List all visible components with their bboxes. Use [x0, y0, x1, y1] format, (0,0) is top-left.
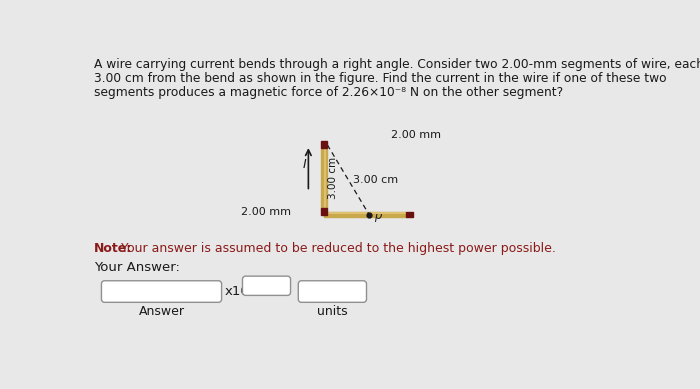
Text: units: units — [317, 305, 348, 318]
Text: Your Answer:: Your Answer: — [94, 261, 180, 274]
Bar — [321, 141, 327, 148]
Text: A wire carrying current bends through a right angle. Consider two 2.00-mm segmen: A wire carrying current bends through a … — [94, 58, 700, 71]
FancyBboxPatch shape — [102, 281, 222, 302]
Text: 3.00 cm: 3.00 cm — [354, 175, 398, 184]
Text: 3.00 cm from the bend as shown in the figure. Find the current in the wire if on: 3.00 cm from the bend as shown in the fi… — [94, 72, 666, 85]
Bar — [406, 212, 413, 217]
Text: Your answer is assumed to be reduced to the highest power possible.: Your answer is assumed to be reduced to … — [117, 242, 556, 255]
Text: 2.00 mm: 2.00 mm — [391, 130, 441, 140]
FancyBboxPatch shape — [242, 276, 290, 295]
Bar — [324, 212, 406, 217]
Text: 2.00 mm: 2.00 mm — [241, 207, 290, 217]
Text: x10: x10 — [225, 285, 249, 298]
Bar — [321, 208, 327, 215]
Text: p: p — [374, 209, 382, 222]
Text: 3.00 cm: 3.00 cm — [328, 157, 338, 199]
Bar — [321, 148, 327, 208]
Text: Answer: Answer — [139, 305, 185, 318]
Text: I: I — [302, 158, 307, 171]
Text: Note:: Note: — [94, 242, 132, 255]
FancyBboxPatch shape — [298, 281, 367, 302]
Text: segments produces a magnetic force of 2.26×10⁻⁸ N on the other segment?: segments produces a magnetic force of 2.… — [94, 86, 563, 99]
